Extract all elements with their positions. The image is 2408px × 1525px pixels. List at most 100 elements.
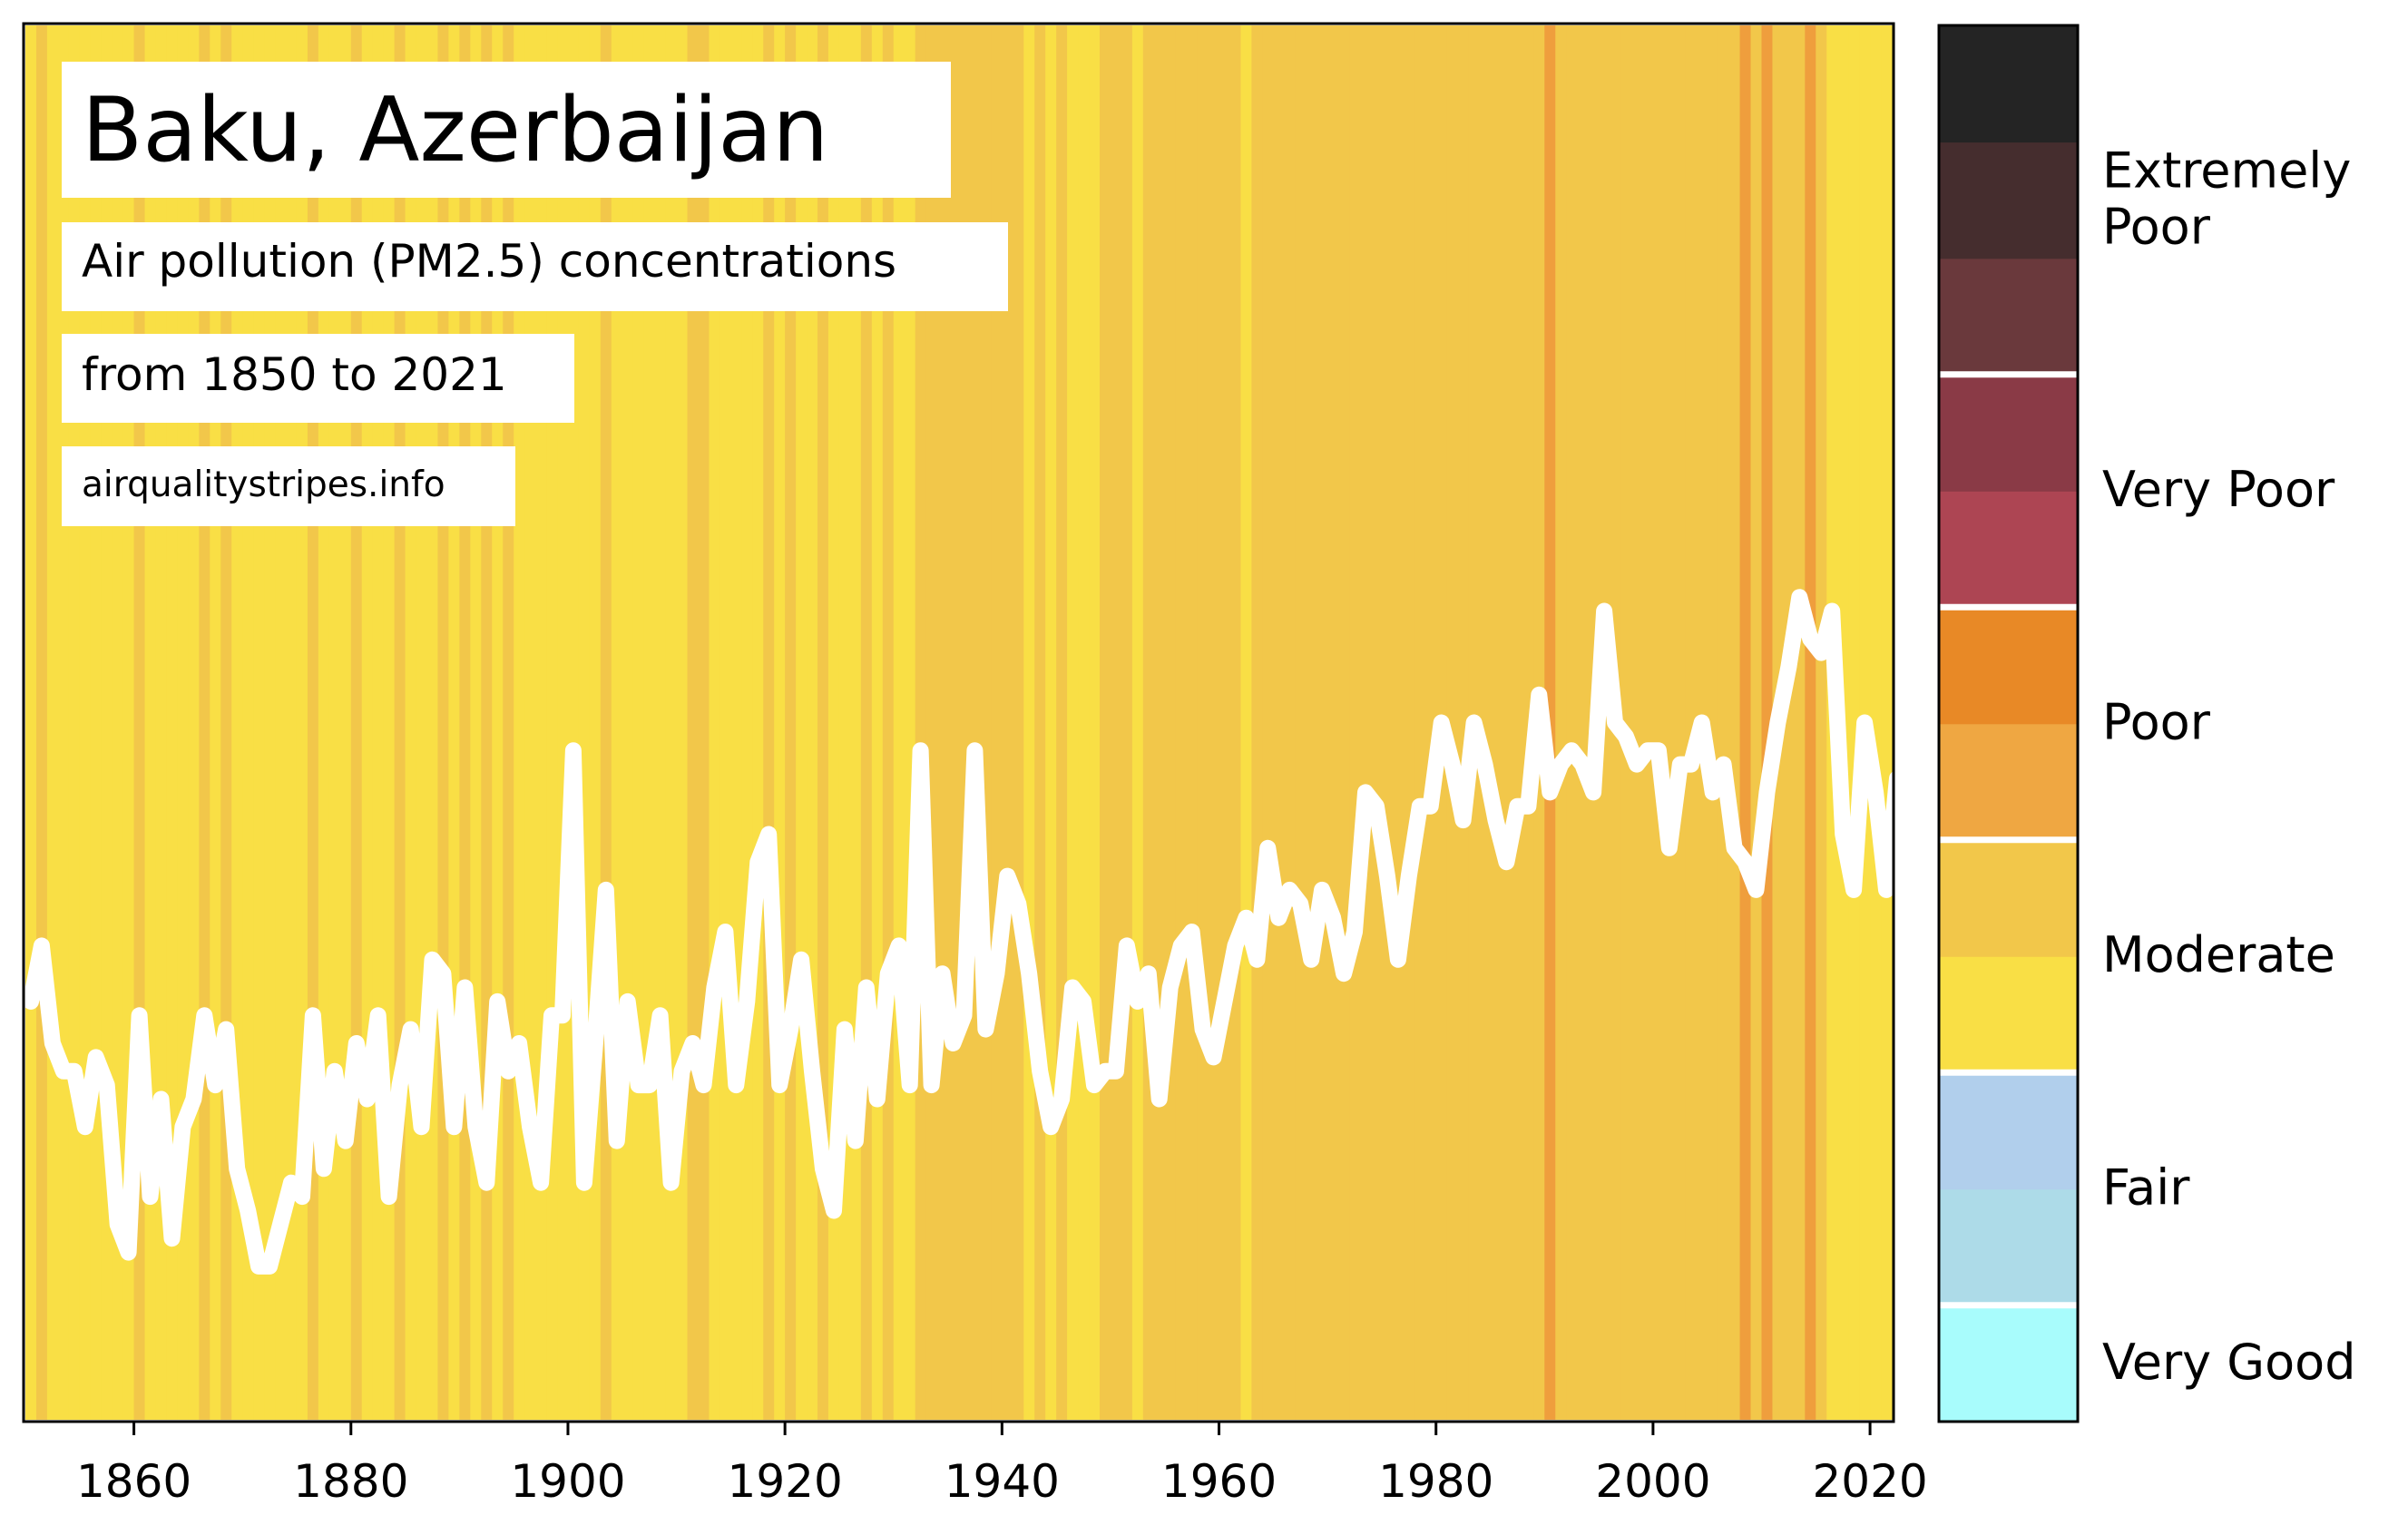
colorbar-segment-10 xyxy=(1939,142,2078,259)
source-label: airqualitystripes.info xyxy=(82,464,445,505)
stripe-2018 xyxy=(1848,25,1860,1420)
stripe-1945 xyxy=(1056,25,1068,1420)
stripe-1974 xyxy=(1370,25,1383,1420)
stripe-2013 xyxy=(1794,25,1806,1420)
stripe-2020 xyxy=(1870,25,1882,1420)
stripe-2014 xyxy=(1805,25,1816,1420)
stripe-1972 xyxy=(1349,25,1361,1420)
colorbar-segment-11 xyxy=(1939,25,2078,143)
colorbar-segment-8 xyxy=(1939,374,2078,492)
stripe-1851 xyxy=(35,25,48,1420)
colorbar-segment-1 xyxy=(1939,1188,2078,1306)
stripe-1959 xyxy=(1208,25,1220,1420)
stripe-1971 xyxy=(1338,25,1350,1420)
stripe-1960 xyxy=(1219,25,1231,1420)
stripe-1961 xyxy=(1229,25,1242,1420)
stripe-1965 xyxy=(1273,25,1285,1420)
legend-label-very-poor: Very Poor xyxy=(2102,461,2335,518)
stripe-1991 xyxy=(1555,25,1567,1420)
stripe-2008 xyxy=(1739,25,1752,1420)
stripe-1984 xyxy=(1479,25,1492,1420)
stripe-1954 xyxy=(1153,25,1166,1420)
stripe-1964 xyxy=(1262,25,1274,1420)
colorbar-segment-4 xyxy=(1939,839,2078,957)
stripe-1955 xyxy=(1164,25,1177,1420)
colorbar-segment-5 xyxy=(1939,723,2078,841)
stripe-1938 xyxy=(980,25,992,1420)
plot-frame xyxy=(22,22,1895,1423)
colorbar-segment-2 xyxy=(1939,1072,2078,1190)
stripe-1998 xyxy=(1630,25,1643,1420)
stripe-2007 xyxy=(1728,25,1741,1420)
colorbar-segment-7 xyxy=(1939,491,2078,609)
stripe-2002 xyxy=(1674,25,1687,1420)
x-tick-label-2020: 2020 xyxy=(1812,1455,1927,1508)
stripe-1943 xyxy=(1034,25,1046,1420)
stripe-1973 xyxy=(1359,25,1372,1420)
stripe-2006 xyxy=(1718,25,1730,1420)
stripe-1958 xyxy=(1197,25,1209,1420)
x-tick-label-1940: 1940 xyxy=(945,1455,1060,1508)
trend-line-layer xyxy=(23,589,1938,1275)
stripe-2000 xyxy=(1652,25,1665,1420)
stripe-1985 xyxy=(1490,25,1503,1420)
stripe-1976 xyxy=(1392,25,1405,1420)
stripe-1977 xyxy=(1403,25,1415,1420)
stripe-1944 xyxy=(1045,25,1057,1420)
x-tick-label-1960: 1960 xyxy=(1161,1455,1277,1508)
source-box xyxy=(62,446,515,526)
stripe-2021 xyxy=(1881,25,1893,1420)
stripe-1969 xyxy=(1317,25,1328,1420)
stripe-1997 xyxy=(1620,25,1632,1420)
stripe-1986 xyxy=(1501,25,1513,1420)
legend-label-poor: Poor xyxy=(2102,694,2211,751)
stripe-2005 xyxy=(1707,25,1719,1420)
stripe-1850 xyxy=(25,25,37,1420)
stripe-1979 xyxy=(1424,25,1437,1420)
stripe-2001 xyxy=(1663,25,1676,1420)
colorbar-segment-3 xyxy=(1939,956,2078,1074)
x-tick-label-1980: 1980 xyxy=(1378,1455,1493,1508)
x-tick-label-1860: 1860 xyxy=(76,1455,191,1508)
stripe-1981 xyxy=(1446,25,1459,1420)
colorbar-segment-9 xyxy=(1939,258,2078,376)
stripe-1935 xyxy=(947,25,960,1420)
stripe-1953 xyxy=(1142,25,1155,1420)
stripe-1975 xyxy=(1381,25,1394,1420)
stripe-1951 xyxy=(1121,25,1133,1420)
stripe-2012 xyxy=(1783,25,1795,1420)
stripe-1949 xyxy=(1099,25,1111,1420)
stripe-1992 xyxy=(1566,25,1578,1420)
period-box xyxy=(62,334,574,423)
stripe-1956 xyxy=(1175,25,1188,1420)
stripe-1962 xyxy=(1240,25,1253,1420)
x-axis: 1860 1880 1900 1920 1940 1960 1980 2000 2020 xyxy=(76,1422,1928,1508)
stripe-1970 xyxy=(1327,25,1339,1420)
legend-label-moderate: Moderate xyxy=(2102,926,2335,983)
stripe-1967 xyxy=(1295,25,1307,1420)
x-tick-label-1900: 1900 xyxy=(510,1455,625,1508)
stripe-1917 xyxy=(752,25,764,1420)
chart-subtitle: Air pollution (PM2.5) concentrations xyxy=(82,235,896,288)
legend-label-fair: Fair xyxy=(2102,1159,2190,1217)
stripe-1936 xyxy=(958,25,971,1420)
stripe-2010 xyxy=(1761,25,1774,1420)
stripe-1923 xyxy=(817,25,829,1420)
colorbar-segment-6 xyxy=(1939,607,2078,725)
colorbar-segment-0 xyxy=(1939,1305,2078,1422)
stripe-2003 xyxy=(1685,25,1698,1420)
legend-label-very-good: Very Good xyxy=(2102,1334,2356,1391)
chart-title: Baku, Azerbaijan xyxy=(82,79,828,182)
period-label: from 1850 to 2021 xyxy=(82,348,507,401)
subtitle-box xyxy=(62,222,1008,311)
stripe-1950 xyxy=(1110,25,1122,1420)
stripe-1946 xyxy=(1067,25,1079,1420)
pm25-trend-line xyxy=(23,589,1938,1275)
x-tick-label-1880: 1880 xyxy=(293,1455,408,1508)
stripe-1987 xyxy=(1512,25,1523,1420)
title-group: Baku, Azerbaijan Air pollution (PM2.5) c… xyxy=(62,62,1008,526)
stripe-1982 xyxy=(1457,25,1470,1420)
stripe-1957 xyxy=(1186,25,1199,1420)
